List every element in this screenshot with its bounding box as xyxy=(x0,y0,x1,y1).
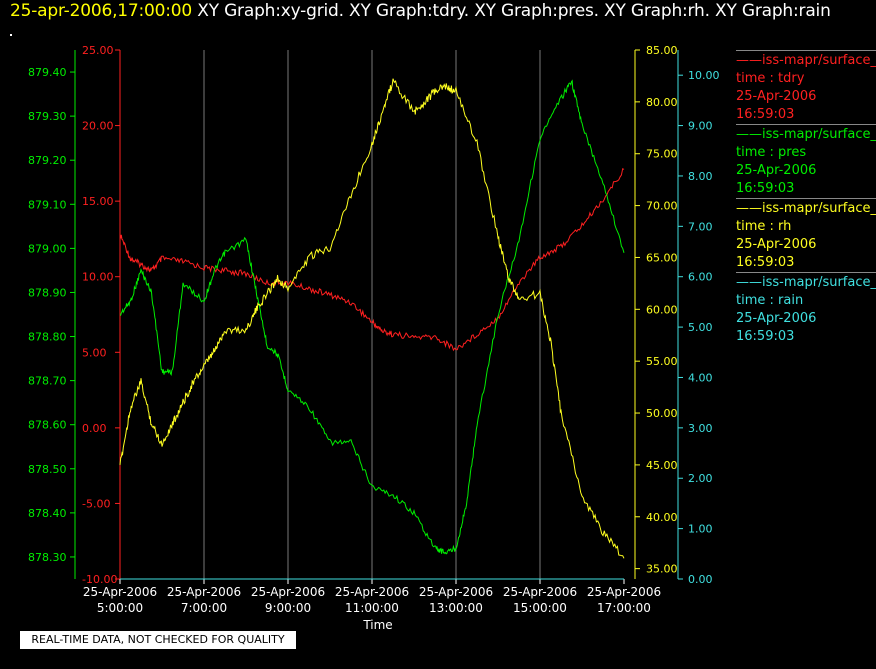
rh-tick-label: 45.00 xyxy=(646,459,678,472)
tdry-tick-label: 20.00 xyxy=(82,120,114,133)
pres-tick-label: 879.20 xyxy=(28,154,67,167)
pres-tick-label: 878.60 xyxy=(28,419,67,432)
legend-var: time : rain xyxy=(736,293,804,308)
pres-tick-label: 879.00 xyxy=(28,242,67,255)
pres-tick-label: 878.50 xyxy=(28,463,67,476)
pres-tick-label: 879.10 xyxy=(28,198,67,211)
rain-tick-label: 2.00 xyxy=(688,472,713,485)
rain-tick-label: 5.00 xyxy=(688,321,713,334)
legend-time: 16:59:03 xyxy=(736,255,795,270)
legend-var: time : pres xyxy=(736,145,807,160)
legend-time: 16:59:03 xyxy=(736,329,795,344)
tdry-tick-label: 25.00 xyxy=(82,44,114,57)
legend-name: ——iss-mapr/surface_ xyxy=(736,127,876,142)
x-tick-time: 7:00:00 xyxy=(181,601,227,615)
rh-tick-label: 85.00 xyxy=(646,44,678,57)
rh-tick-label: 60.00 xyxy=(646,303,678,316)
rain-tick-label: 10.00 xyxy=(688,69,720,82)
tdry-tick-label: 0.00 xyxy=(82,422,107,435)
rh-tick-label: 50.00 xyxy=(646,407,678,420)
tdry-tick-label: -10.00 xyxy=(82,573,117,586)
x-tick-date: 25-Apr-2006 xyxy=(167,585,241,599)
rh-tick-label: 80.00 xyxy=(646,96,678,109)
legend-name: ——iss-mapr/surface_ xyxy=(736,53,876,68)
chart-title: 25-apr-2006,17:00:00 XY Graph:xy-grid. X… xyxy=(10,1,831,21)
legend-date: 25-Apr-2006 xyxy=(736,237,817,252)
pres-tick-label: 878.80 xyxy=(28,331,67,344)
x-tick-time: 11:00:00 xyxy=(345,601,399,615)
legend-name: ——iss-mapr/surface_ xyxy=(736,275,876,290)
pres-tick-label: 879.40 xyxy=(28,66,67,79)
rh-tick-label: 35.00 xyxy=(646,563,678,576)
tdry-tick-label: 10.00 xyxy=(82,271,114,284)
pres-tick-label: 878.30 xyxy=(28,551,67,564)
x-tick-time: 5:00:00 xyxy=(97,601,143,615)
legend-entry-3: ——iss-mapr/surface_time : rain 25-Apr-200… xyxy=(736,272,876,345)
pres-tick-label: 878.90 xyxy=(28,286,67,299)
x-tick-time: 17:00:00 xyxy=(597,601,651,615)
x-tick-date: 25-Apr-2006 xyxy=(419,585,493,599)
tdry-tick-label: -5.00 xyxy=(82,497,110,510)
legend-date: 25-Apr-2006 xyxy=(736,163,817,178)
rain-tick-label: 9.00 xyxy=(688,120,713,133)
title-graphs: XY Graph:xy-grid. XY Graph:tdry. XY Grap… xyxy=(197,1,831,21)
rh-tick-label: 40.00 xyxy=(646,511,678,524)
legend-entry-1: ——iss-mapr/surface_time : pres 25-Apr-200… xyxy=(736,124,876,197)
legend-date: 25-Apr-2006 xyxy=(736,311,817,326)
rain-tick-label: 0.00 xyxy=(688,573,713,586)
rh-tick-label: 70.00 xyxy=(646,200,678,213)
rh-tick-label: 55.00 xyxy=(646,355,678,368)
x-tick-time: 13:00:00 xyxy=(429,601,483,615)
x-tick-time: 9:00:00 xyxy=(265,601,311,615)
x-tick-date: 25-Apr-2006 xyxy=(335,585,409,599)
x-tick-date: 25-Apr-2006 xyxy=(251,585,325,599)
status-dot xyxy=(10,34,12,36)
legend-var: time : rh xyxy=(736,219,792,234)
legend-var: time : tdry xyxy=(736,71,805,86)
x-axis-label: Time xyxy=(362,618,392,632)
rh-tick-label: 65.00 xyxy=(646,251,678,264)
legend-entry-2: ——iss-mapr/surface_time : rh 25-Apr-2006 1… xyxy=(736,198,876,271)
rh-tick-label: 75.00 xyxy=(646,148,678,161)
title-datetime: 25-apr-2006,17:00:00 xyxy=(10,1,193,21)
legend-entry-0: ——iss-mapr/surface_time : tdry 25-Apr-200… xyxy=(736,50,876,123)
x-tick-date: 25-Apr-2006 xyxy=(83,585,157,599)
pres-tick-label: 879.30 xyxy=(28,110,67,123)
x-tick-date: 25-Apr-2006 xyxy=(503,585,577,599)
rain-tick-label: 3.00 xyxy=(688,422,713,435)
x-tick-date: 25-Apr-2006 xyxy=(587,585,661,599)
quality-note: REAL-TIME DATA, NOT CHECKED FOR QUALITY xyxy=(20,631,296,649)
legend-date: 25-Apr-2006 xyxy=(736,89,817,104)
rain-tick-label: 6.00 xyxy=(688,271,713,284)
series-pres xyxy=(119,79,625,555)
legend: ——iss-mapr/surface_ time : tdry 25-Apr-200… xyxy=(736,50,876,346)
rain-tick-label: 1.00 xyxy=(688,523,713,536)
legend-time: 16:59:03 xyxy=(736,181,795,196)
rain-tick-label: 7.00 xyxy=(688,220,713,233)
x-tick-time: 15:00:00 xyxy=(513,601,567,615)
series-tdry xyxy=(119,167,625,352)
tdry-tick-label: 5.00 xyxy=(82,346,107,359)
series-rh xyxy=(119,78,625,559)
pres-tick-label: 878.40 xyxy=(28,507,67,520)
pres-tick-label: 878.70 xyxy=(28,375,67,388)
rain-tick-label: 4.00 xyxy=(688,371,713,384)
tdry-tick-label: 15.00 xyxy=(82,195,114,208)
rain-tick-label: 8.00 xyxy=(688,170,713,183)
legend-name: ——iss-mapr/surface_ xyxy=(736,201,876,216)
legend-time: 16:59:03 xyxy=(736,107,795,122)
